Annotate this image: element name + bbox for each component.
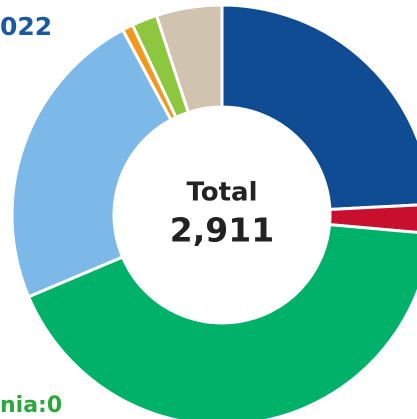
donut-segment	[26, 222, 417, 419]
chart-title: 022	[0, 12, 52, 41]
center-label: Total	[186, 178, 257, 208]
center-value: 2,911	[170, 211, 274, 250]
donut-segment	[154, 3, 224, 115]
donut-segment	[10, 27, 174, 299]
annotation: nia:0	[0, 393, 62, 418]
donut	[10, 3, 417, 419]
donut-segment	[220, 3, 417, 212]
